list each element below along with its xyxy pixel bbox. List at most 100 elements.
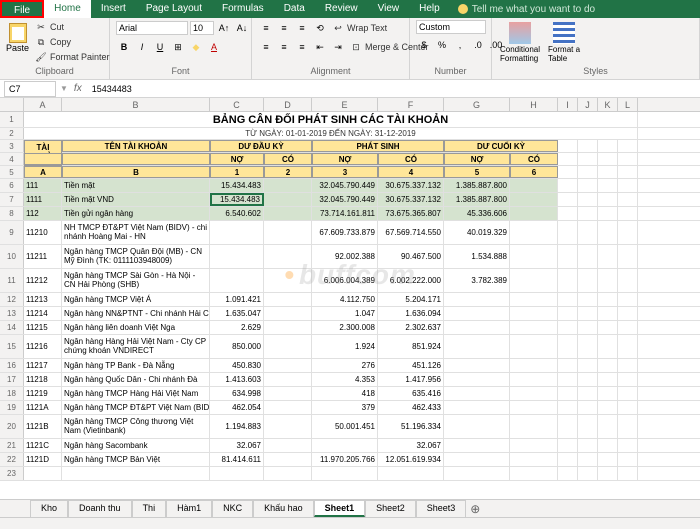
cell[interactable] bbox=[618, 221, 638, 244]
comma-button[interactable]: , bbox=[452, 37, 468, 53]
cell[interactable]: NỢ bbox=[210, 153, 264, 165]
col-header-E[interactable]: E bbox=[312, 98, 378, 111]
cell[interactable]: NỢ bbox=[312, 153, 378, 165]
row-header[interactable]: 3 bbox=[0, 140, 24, 152]
cell[interactable] bbox=[618, 453, 638, 466]
cell[interactable]: 11.970.205.766 bbox=[312, 453, 378, 466]
row-header[interactable]: 19 bbox=[0, 401, 24, 414]
cell[interactable] bbox=[558, 293, 578, 306]
cell[interactable] bbox=[264, 179, 312, 192]
indent-dec-button[interactable]: ⇤ bbox=[312, 39, 328, 55]
cell[interactable] bbox=[598, 269, 618, 292]
cell[interactable] bbox=[578, 335, 598, 358]
cell[interactable] bbox=[264, 467, 312, 480]
copy-button[interactable]: ⧉Copy bbox=[33, 35, 112, 49]
cell[interactable] bbox=[444, 387, 510, 400]
col-header-G[interactable]: G bbox=[444, 98, 510, 111]
cell[interactable]: 32.067 bbox=[378, 439, 444, 452]
col-header-I[interactable]: I bbox=[558, 98, 578, 111]
sheet-tab-nkc[interactable]: NKC bbox=[212, 500, 253, 517]
cell[interactable] bbox=[264, 193, 312, 206]
font-color-button[interactable]: A bbox=[206, 39, 222, 55]
sheet-tab-sheet3[interactable]: Sheet3 bbox=[416, 500, 467, 517]
cell[interactable] bbox=[510, 293, 558, 306]
align-left-button[interactable]: ≡ bbox=[258, 39, 274, 55]
cell[interactable]: 32.045.790.449 bbox=[312, 179, 378, 192]
col-header-A[interactable]: A bbox=[24, 98, 62, 111]
cell[interactable]: Ngân hàng TMCP Công thương Việt Nam (Vie… bbox=[62, 415, 210, 438]
cell[interactable] bbox=[510, 245, 558, 268]
cell[interactable]: PHÁT SINH bbox=[312, 140, 444, 152]
cell[interactable]: 1.194.883 bbox=[210, 415, 264, 438]
cell[interactable] bbox=[578, 439, 598, 452]
cell[interactable]: Ngân hàng Quốc Dân - Chi nhánh Đà bbox=[62, 373, 210, 386]
cell[interactable]: Ngân hàng TMCP Sài Gòn - Hà Nội - CN Hải… bbox=[62, 269, 210, 292]
cell[interactable] bbox=[264, 359, 312, 372]
fx-button[interactable]: fx bbox=[68, 83, 88, 94]
italic-button[interactable]: I bbox=[134, 39, 150, 55]
cell[interactable]: 11211 bbox=[24, 245, 62, 268]
cell[interactable]: B bbox=[62, 166, 210, 178]
cell[interactable] bbox=[558, 359, 578, 372]
cell[interactable]: 1.635.047 bbox=[210, 307, 264, 320]
col-header-J[interactable]: J bbox=[578, 98, 598, 111]
cell[interactable] bbox=[578, 293, 598, 306]
cell[interactable]: 1.417.956 bbox=[378, 373, 444, 386]
tab-insert[interactable]: Insert bbox=[91, 0, 136, 18]
cell[interactable]: TỪ NGÀY: 01-01-2019 ĐẾN NGÀY: 31-12-2019 bbox=[24, 128, 638, 139]
cell[interactable]: 1111 bbox=[24, 193, 62, 206]
cell[interactable]: 15.434.483 bbox=[210, 193, 264, 206]
cell[interactable] bbox=[264, 335, 312, 358]
cell[interactable] bbox=[618, 140, 638, 152]
cell[interactable] bbox=[558, 193, 578, 206]
decrease-font-button[interactable]: A↓ bbox=[234, 20, 250, 36]
row-header[interactable]: 14 bbox=[0, 321, 24, 334]
worksheet-grid[interactable]: ABCDEFGHIJKL 1BẢNG CÂN ĐỐI PHÁT SINH CÁC… bbox=[0, 98, 700, 506]
cell[interactable]: 462.054 bbox=[210, 401, 264, 414]
cell[interactable] bbox=[618, 415, 638, 438]
cell[interactable] bbox=[510, 179, 558, 192]
cell[interactable]: 4.353 bbox=[312, 373, 378, 386]
cell[interactable] bbox=[510, 415, 558, 438]
cut-button[interactable]: ✂Cut bbox=[33, 20, 112, 34]
cell[interactable] bbox=[510, 439, 558, 452]
cell[interactable] bbox=[62, 153, 210, 165]
cell[interactable] bbox=[598, 293, 618, 306]
cell[interactable]: 45.336.606 bbox=[444, 207, 510, 220]
cell[interactable] bbox=[444, 415, 510, 438]
cell[interactable] bbox=[558, 335, 578, 358]
cell[interactable]: 11215 bbox=[24, 321, 62, 334]
cell[interactable]: 418 bbox=[312, 387, 378, 400]
col-header-F[interactable]: F bbox=[378, 98, 444, 111]
cell[interactable]: Ngân hàng Sacombank bbox=[62, 439, 210, 452]
cell[interactable] bbox=[444, 467, 510, 480]
tab-view[interactable]: View bbox=[368, 0, 410, 18]
cell[interactable]: 2 bbox=[264, 166, 312, 178]
cell[interactable] bbox=[578, 153, 598, 165]
cell[interactable]: TÊN TÀI KHOẢN bbox=[62, 140, 210, 152]
row-header[interactable]: 22 bbox=[0, 453, 24, 466]
cell[interactable] bbox=[598, 439, 618, 452]
wrap-text-button[interactable]: ↩Wrap Text bbox=[330, 21, 389, 35]
cell[interactable]: 1121C bbox=[24, 439, 62, 452]
cell[interactable] bbox=[510, 453, 558, 466]
row-header[interactable]: 5 bbox=[0, 166, 24, 178]
cell[interactable]: 4 bbox=[378, 166, 444, 178]
cell[interactable]: 92.002.388 bbox=[312, 245, 378, 268]
select-all-corner[interactable] bbox=[0, 98, 24, 111]
sheet-tab-kho[interactable]: Kho bbox=[30, 500, 68, 517]
cell[interactable] bbox=[558, 373, 578, 386]
row-header[interactable]: 10 bbox=[0, 245, 24, 268]
cell[interactable]: DƯ CUỐI KỲ bbox=[444, 140, 558, 152]
paste-button[interactable]: Paste bbox=[6, 20, 29, 56]
cell[interactable] bbox=[598, 467, 618, 480]
cell[interactable] bbox=[598, 453, 618, 466]
cell[interactable]: 73.675.365.807 bbox=[378, 207, 444, 220]
indent-inc-button[interactable]: ⇥ bbox=[330, 39, 346, 55]
cell[interactable] bbox=[558, 453, 578, 466]
row-header[interactable]: 9 bbox=[0, 221, 24, 244]
tab-home[interactable]: Home bbox=[44, 0, 91, 18]
col-header-H[interactable]: H bbox=[510, 98, 558, 111]
tab-data[interactable]: Data bbox=[274, 0, 315, 18]
cell[interactable] bbox=[598, 140, 618, 152]
